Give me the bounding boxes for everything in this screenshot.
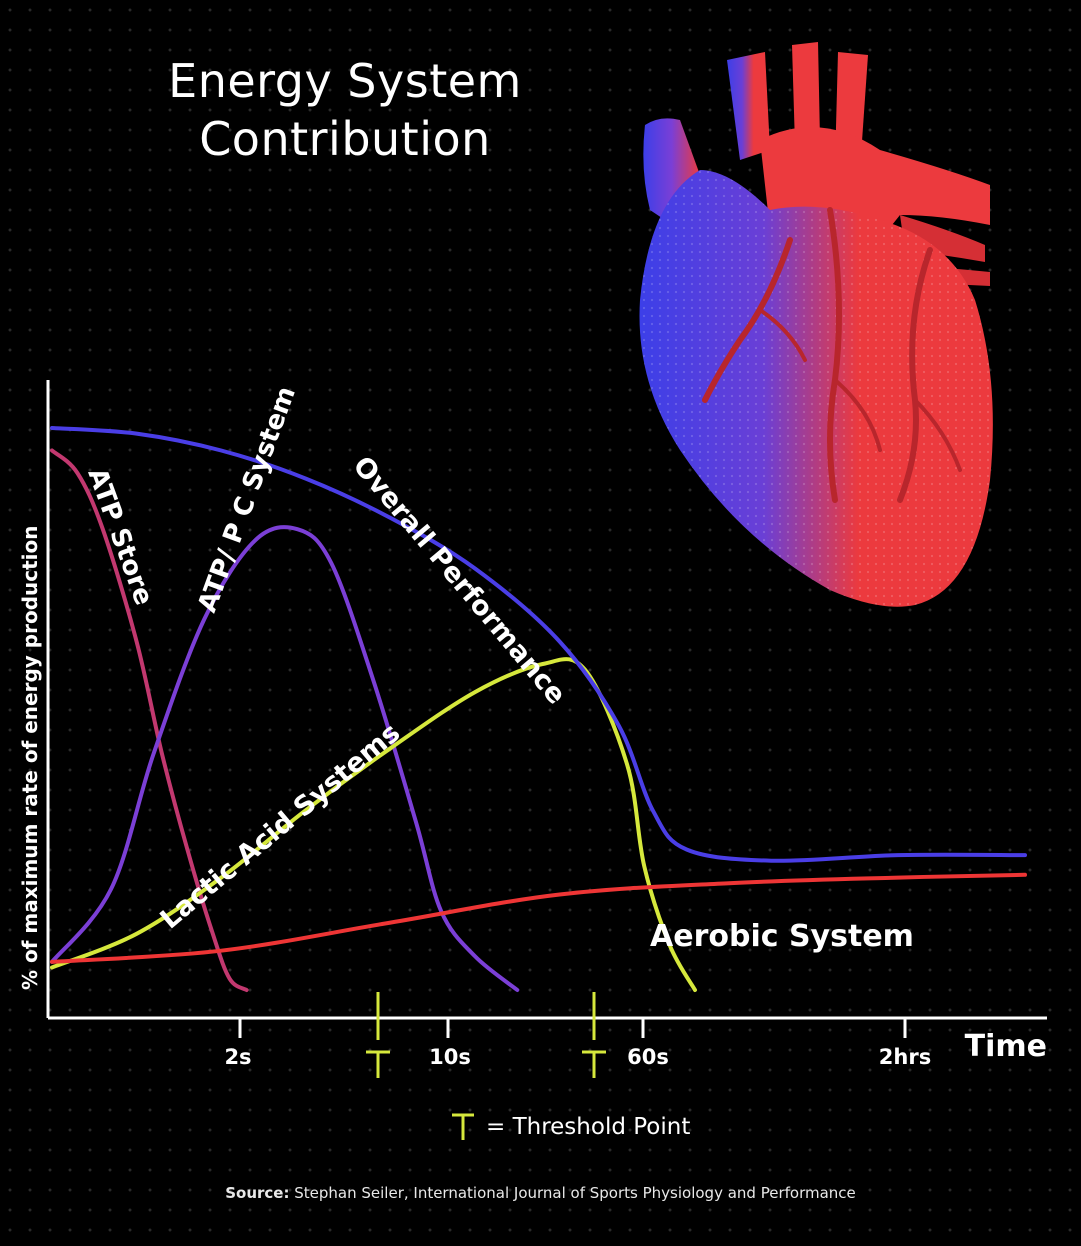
tick-label-10s: 10s — [429, 1045, 471, 1069]
series-line-lactic-acid-systems — [50, 657, 697, 992]
tick-layer — [238, 992, 907, 1078]
curve-label-aerobic: Aerobic System — [650, 919, 914, 954]
tick-label-2hrs: 2hrs — [879, 1045, 931, 1069]
series-line-overall-performance — [50, 426, 1027, 863]
series-line-atp-store — [50, 448, 249, 992]
source-label: Source: — [225, 1184, 290, 1202]
series-line-atp-pc-system — [50, 525, 520, 992]
legend: = Threshold Point — [450, 1112, 690, 1142]
y-axis-label: % of maximum rate of energy production — [18, 525, 42, 990]
tick-label-2s: 2s — [224, 1045, 251, 1069]
source-note: Source: Stephan Seiler, International Jo… — [0, 1184, 1081, 1202]
curve-label-overall: Overall Performance — [347, 451, 572, 711]
chart-title: Energy System Contribution — [0, 52, 690, 168]
threshold-symbol-icon — [452, 1113, 474, 1140]
threshold-marker-2 — [582, 992, 606, 1078]
threshold-marker-1 — [366, 992, 390, 1078]
title-line-1: Energy System — [168, 54, 522, 108]
heart-icon — [639, 42, 993, 607]
series-line-aerobic-system — [50, 872, 1027, 964]
x-axis-label: Time — [965, 1029, 1047, 1064]
curve-label-lactic: Lactic Acid Systems — [155, 717, 407, 935]
curve-label-atp-pc: ATP/ P C System — [192, 382, 302, 616]
tick-label-60s: 60s — [627, 1045, 669, 1069]
source-text: Stephan Seiler, International Journal of… — [294, 1184, 856, 1202]
legend-label: = Threshold Point — [486, 1114, 691, 1140]
title-line-2: Contribution — [199, 112, 491, 166]
series-layer — [50, 426, 1027, 992]
